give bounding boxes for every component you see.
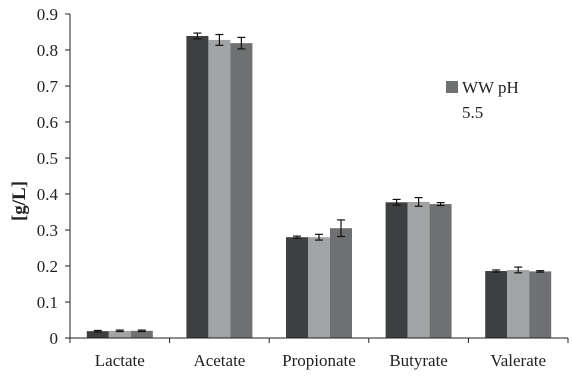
bar [130,330,153,338]
bar [86,331,109,338]
y-tick-label: 0.1 [37,293,58,312]
bar [429,204,452,338]
x-axis-labels: Lactate Acetate Propionate Butyrate Valerate [95,351,546,370]
x-tick-label: Acetate [193,351,245,370]
y-tick-label: 0.3 [37,221,58,240]
x-tick-label: Propionate [282,351,356,370]
bar [108,330,131,338]
legend-swatch [446,81,458,93]
legend-label-line-2: 5.5 [462,103,483,122]
bar [330,228,352,338]
bar [407,201,430,338]
y-tick-label: 0.9 [37,5,58,24]
bar [230,43,253,338]
bar [186,35,209,339]
bar [529,271,552,338]
y-tick-label: 0.4 [37,185,59,204]
axes [69,14,569,343]
x-tick-label: Lactate [95,351,145,370]
x-tick-label: Butyrate [389,351,448,370]
y-tick-label: 0.8 [37,41,58,60]
y-tick-label: 0.6 [37,113,58,132]
bar [208,39,231,339]
y-axis-label: [g/L] [9,181,30,221]
legend-label-line-1: WW pH [462,78,519,97]
y-axis-ticks: 0 0.1 0.2 0.3 0.4 0.5 0.6 0.7 0.8 0.9 [37,5,70,348]
bar [286,237,308,338]
y-tick-label: 0 [50,329,59,348]
bars [86,35,552,339]
error-bars [93,32,545,333]
bar [485,271,508,338]
y-tick-label: 0.7 [37,77,59,96]
y-tick-label: 0.2 [37,257,58,276]
bar [507,269,530,338]
bar [385,202,408,338]
y-tick-label: 0.5 [37,149,58,168]
bar [308,237,330,338]
legend: WW pH 5.5 [446,78,519,122]
x-tick-label: Valerate [490,351,546,370]
